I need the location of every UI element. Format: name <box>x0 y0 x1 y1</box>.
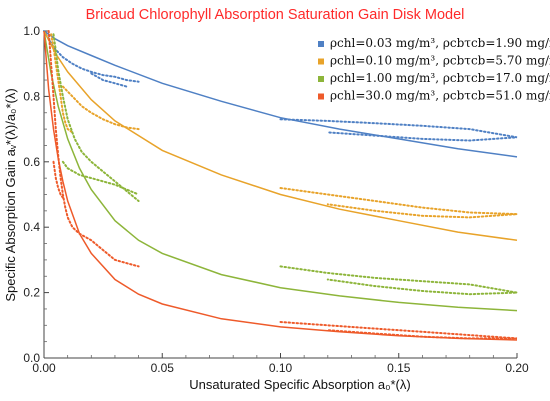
series-group <box>43 30 518 341</box>
data-curve-1-2 <box>90 72 128 88</box>
y-tick-label: 0.4 <box>23 220 40 234</box>
axes: 0.00 0.05 0.10 0.15 0.20 0.0 0.2 0.4 0.6 0.8 1.0 <box>23 24 529 375</box>
y-tick-label: 0.0 <box>23 351 40 365</box>
data-curve-3-2 <box>61 160 140 196</box>
data-curve-4-1 <box>47 30 140 268</box>
legend-entry: ρchl=30.0 mg/m³, ρcbτcb=51.0 mg/m² <box>330 89 550 103</box>
model-line-4 <box>43 30 518 341</box>
data-curve-2-1 <box>50 33 74 134</box>
data-curve-1-3 <box>279 118 518 142</box>
x-tick-label: 0.10 <box>269 361 293 375</box>
data-curve-1-1 <box>43 30 140 83</box>
data-curve-3-1 <box>52 33 140 202</box>
y-tick-label: 0.6 <box>23 155 40 169</box>
legend-entry: ρchl=1.00 mg/m³, ρcbτcb=17.0 mg/m² <box>330 71 550 85</box>
x-tick-label: 0.05 <box>151 361 175 375</box>
y-axis-label: Specific Absorption Gain aᵥ*(λ)/a₀*(λ) <box>3 88 18 301</box>
x-tick-label: 0.00 <box>32 361 56 375</box>
model-line-2 <box>43 30 518 242</box>
legend: ρchl=0.03 mg/m³, ρcbτcb=1.90 mg/m² ρchl=0… <box>318 36 550 103</box>
chart-title: Bricaud Chlorophyll Absorption Saturatio… <box>86 7 465 23</box>
data-curve-2-3 <box>279 187 518 219</box>
data-curve-2-2 <box>61 85 140 131</box>
legend-entry: ρchl=0.03 mg/m³, ρcbτcb=1.90 mg/m² <box>330 36 550 50</box>
data-curve-3-3 <box>279 265 518 296</box>
y-tick-label: 0.8 <box>23 89 40 103</box>
x-axis-label: Unsaturated Specific Absorption a₀*(λ) <box>189 377 410 392</box>
legend-swatch <box>318 41 324 47</box>
x-tick-label: 0.15 <box>387 361 411 375</box>
series-3 <box>43 30 518 312</box>
model-line-1 <box>43 30 518 158</box>
data-curve-4-3 <box>279 321 518 340</box>
legend-entry: ρchl=0.10 mg/m³, ρcbτcb=5.70 mg/m² <box>330 54 550 68</box>
model-line-3 <box>43 30 518 312</box>
legend-swatch <box>318 93 324 100</box>
series-4 <box>43 30 518 341</box>
series-2 <box>43 30 518 242</box>
y-tick-label: 0.2 <box>23 286 40 300</box>
legend-swatch <box>318 76 324 82</box>
legend-swatch <box>318 58 324 65</box>
series-1 <box>43 30 518 158</box>
x-tick-label: 0.20 <box>505 361 529 375</box>
y-tick-label: 1.0 <box>23 24 40 38</box>
